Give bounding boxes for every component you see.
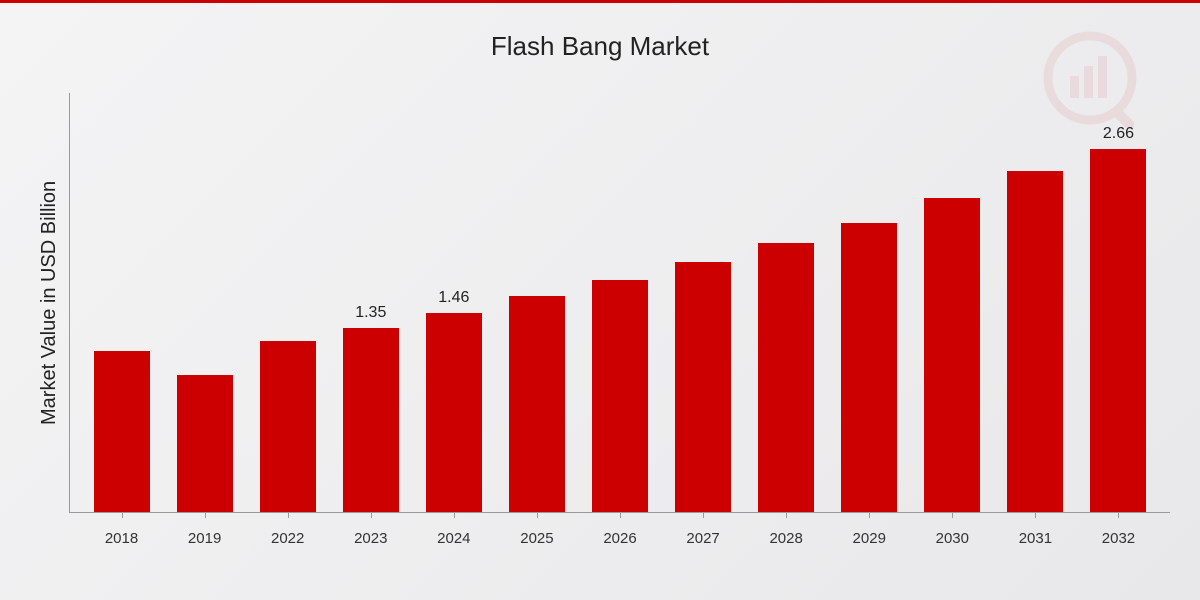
x-axis-label: 2022 bbox=[246, 530, 329, 547]
x-tick bbox=[288, 512, 289, 518]
x-axis-label: 2025 bbox=[495, 530, 578, 547]
bar-slot: 2.66 bbox=[1077, 93, 1160, 512]
x-axis-label: 2026 bbox=[578, 530, 661, 547]
x-tick bbox=[620, 512, 621, 518]
bar-slot bbox=[246, 93, 329, 512]
chart-wrapper: Market Value in USD Billion 1.35 1.46 2.66… bbox=[30, 93, 1170, 573]
x-axis-label: 2030 bbox=[911, 530, 994, 547]
bar-slot bbox=[745, 93, 828, 512]
bar bbox=[924, 198, 980, 512]
bar bbox=[1007, 171, 1063, 512]
bar-slot bbox=[495, 93, 578, 512]
x-tick bbox=[869, 512, 870, 518]
x-tick bbox=[786, 512, 787, 518]
bar bbox=[1090, 149, 1146, 512]
x-tick bbox=[1118, 512, 1119, 518]
x-tick bbox=[952, 512, 953, 518]
bar bbox=[343, 328, 399, 512]
bar-slot bbox=[80, 93, 163, 512]
x-tick bbox=[703, 512, 704, 518]
bars-container: 1.35 1.46 2.66 bbox=[70, 93, 1170, 512]
bar bbox=[260, 341, 316, 512]
x-tick bbox=[122, 512, 123, 518]
x-axis-label: 2027 bbox=[662, 530, 745, 547]
x-axis-label: 2032 bbox=[1077, 530, 1160, 547]
x-axis-label: 2019 bbox=[163, 530, 246, 547]
x-axis-label: 2023 bbox=[329, 530, 412, 547]
bar bbox=[426, 313, 482, 512]
x-tick bbox=[371, 512, 372, 518]
bar bbox=[94, 351, 150, 512]
bar-slot bbox=[994, 93, 1077, 512]
x-tick bbox=[205, 512, 206, 518]
bar-slot: 1.35 bbox=[329, 93, 412, 512]
bar-slot bbox=[662, 93, 745, 512]
x-tick bbox=[454, 512, 455, 518]
bar bbox=[675, 262, 731, 512]
bar-slot bbox=[911, 93, 994, 512]
y-axis-label: Market Value in USD Billion bbox=[30, 93, 69, 513]
x-tick bbox=[1035, 512, 1036, 518]
x-labels-container: 2018201920222023202420252026202720282029… bbox=[70, 530, 1170, 547]
chart-title: Flash Bang Market bbox=[0, 3, 1200, 72]
x-axis-label: 2024 bbox=[412, 530, 495, 547]
bar bbox=[758, 243, 814, 512]
bar-value-label: 2.66 bbox=[1103, 125, 1134, 145]
bar bbox=[841, 223, 897, 512]
x-tick bbox=[537, 512, 538, 518]
bar-slot bbox=[163, 93, 246, 512]
bar-value-label: 1.46 bbox=[438, 289, 469, 309]
plot-area: 1.351.462.66 201820192022202320242025202… bbox=[69, 93, 1170, 513]
bar bbox=[592, 280, 648, 512]
bar-slot bbox=[828, 93, 911, 512]
x-axis-label: 2031 bbox=[994, 530, 1077, 547]
bar-slot: 1.46 bbox=[412, 93, 495, 512]
bar-value-label: 1.35 bbox=[355, 304, 386, 324]
bar bbox=[177, 375, 233, 512]
x-axis-label: 2018 bbox=[80, 530, 163, 547]
bar-slot bbox=[578, 93, 661, 512]
x-axis-label: 2029 bbox=[828, 530, 911, 547]
bar bbox=[509, 296, 565, 512]
x-axis-label: 2028 bbox=[745, 530, 828, 547]
